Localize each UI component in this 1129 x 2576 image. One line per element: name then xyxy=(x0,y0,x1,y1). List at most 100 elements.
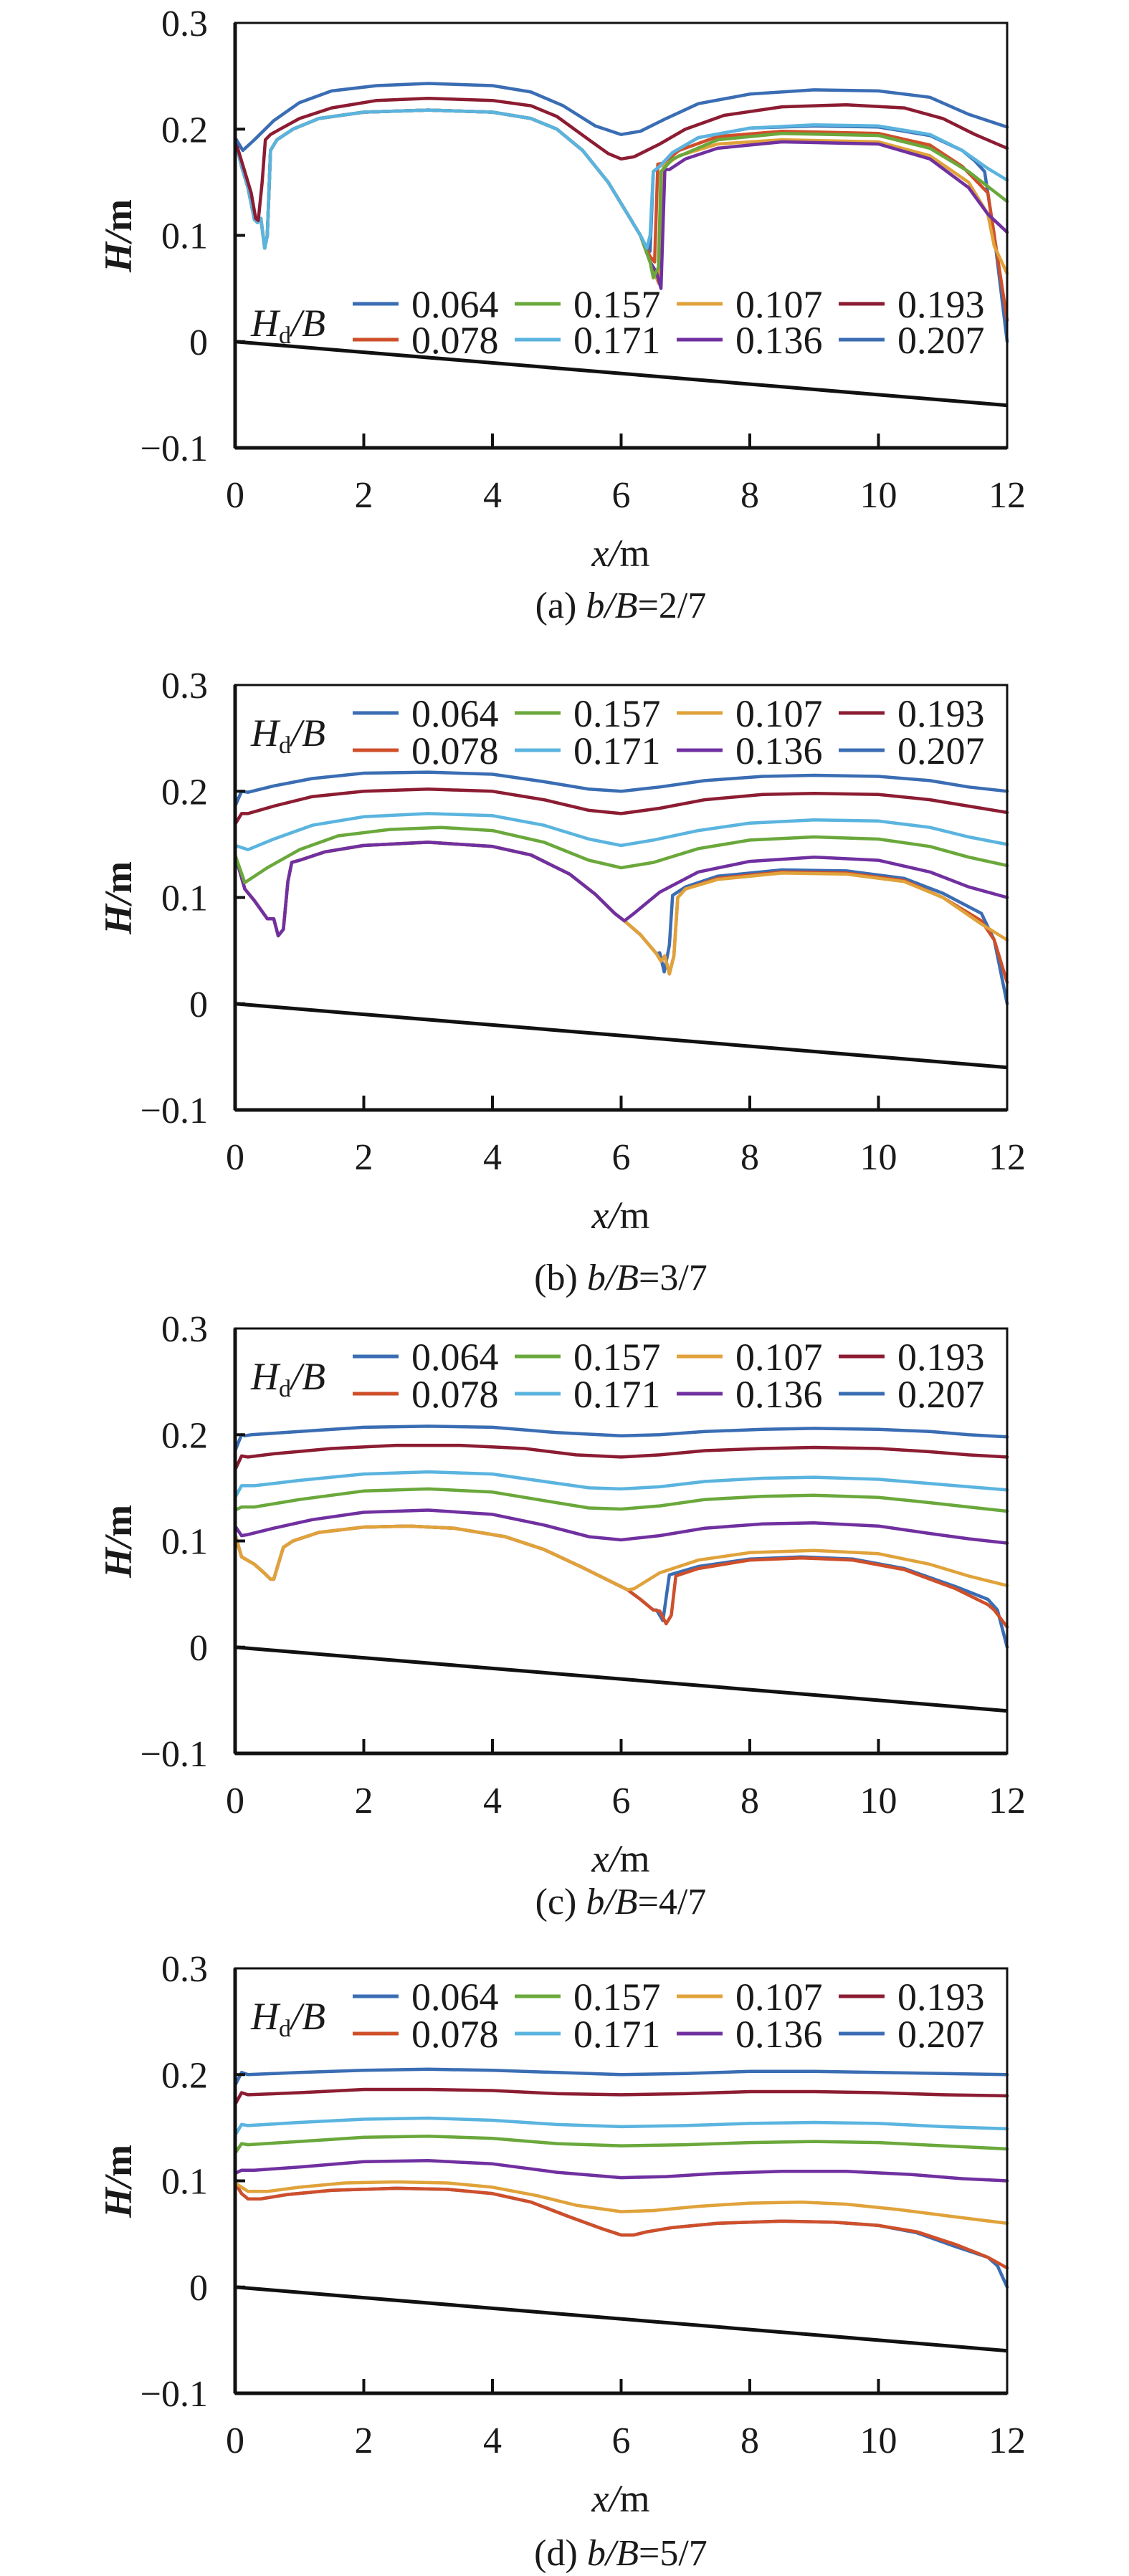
legend-label-0.207: 0.207 xyxy=(897,729,985,772)
legend: Hd/B 0.064 0.157 0.107 0.193 0.078 0.171 0.136 0… xyxy=(250,692,985,772)
legend-label-0.171: 0.171 xyxy=(573,2013,661,2056)
series-line-0.136 xyxy=(233,1508,1009,1545)
series-line-0.171 xyxy=(233,108,1009,250)
legend-title: Hd/B xyxy=(250,302,325,349)
x-tick-label: 4 xyxy=(483,1781,502,1821)
y-tick-label: 0.3 xyxy=(161,666,208,707)
legend-title-sub: d xyxy=(279,1376,291,1402)
x-tick-label: 8 xyxy=(740,1137,759,1178)
legend-label-0.078: 0.078 xyxy=(411,319,499,362)
y-tick-label: 0.1 xyxy=(161,216,208,257)
caption-value: =2/7 xyxy=(638,585,707,626)
series-line-0.157 xyxy=(233,1487,1009,1513)
x-tick-label: 0 xyxy=(226,475,244,516)
y-tick-label: 0.2 xyxy=(161,2055,208,2096)
x-tick-label: 0 xyxy=(226,1137,244,1178)
series-line-0.157 xyxy=(233,2134,1009,2155)
panel-a: 0.3 0.2 0.1 0 −0.1 0 2 4 6 8 10 12 (a) b/B=2/7 Hd/B 0.… xyxy=(140,4,1026,626)
y-tick-label: 0.3 xyxy=(161,1309,208,1350)
y-tick-label: 0 xyxy=(189,322,208,363)
panel-d: 0.3 0.2 0.1 0 −0.1 0 2 4 6 8 10 12 (d) b/B=5/7 Hd/B 0.… xyxy=(140,1949,1026,2574)
legend-title-rest: /B xyxy=(289,1995,325,2038)
series-line-0.078 xyxy=(233,2181,1009,2270)
x-axis-label: x/m xyxy=(591,2477,650,2520)
legend-label-0.136: 0.136 xyxy=(735,729,823,772)
legend-title-sub: d xyxy=(279,2016,291,2042)
series-line-0.157 xyxy=(233,825,1009,884)
x-tick-label: 8 xyxy=(740,2421,759,2461)
x-axis-label: x/m xyxy=(591,1837,650,1880)
x-tick-label: 2 xyxy=(355,1781,373,1821)
channel-bed-line xyxy=(234,1645,1008,1713)
series-line-0.171 xyxy=(233,812,1009,852)
caption-label: (a) xyxy=(535,585,586,626)
x-tick-label: 6 xyxy=(612,1137,631,1178)
y-tick-label: 0.1 xyxy=(161,1522,208,1563)
legend-title-rest: /B xyxy=(289,1355,325,1398)
legend-title: Hd/B xyxy=(250,1355,325,1402)
panel-caption: (a) b/B=2/7 xyxy=(535,585,707,626)
caption-label: (b) xyxy=(534,1258,587,1298)
panel-c: 0.3 0.2 0.1 0 −0.1 0 2 4 6 8 10 12 (c) b/B=4/7 Hd/B 0.… xyxy=(140,1309,1026,1923)
caption-var: b/B xyxy=(586,585,637,626)
legend-label-0.193: 0.193 xyxy=(897,283,985,326)
channel-bed-line xyxy=(234,2285,1008,2353)
x-tick-label: 12 xyxy=(989,1137,1026,1178)
legend-label-0.193: 0.193 xyxy=(897,1336,985,1379)
legend-label-0.064: 0.064 xyxy=(411,692,499,735)
legend-label-0.078: 0.078 xyxy=(411,2013,499,2056)
x-tick-label: 6 xyxy=(612,2421,631,2461)
y-tick-label: 0 xyxy=(189,2268,208,2309)
panel-b: 0.3 0.2 0.1 0 −0.1 0 2 4 6 8 10 12 (b) b/B=3/7 Hd/B 0.… xyxy=(140,666,1026,1298)
legend-label-0.107: 0.107 xyxy=(735,1976,823,2019)
y-tick-label: 0.1 xyxy=(161,2162,208,2203)
legend-label-0.136: 0.136 xyxy=(735,1373,823,1416)
legend-title-var: H xyxy=(250,302,281,345)
x-tick-label: 2 xyxy=(355,2421,373,2461)
legend-label-0.107: 0.107 xyxy=(735,692,823,735)
legend-label-0.078: 0.078 xyxy=(411,729,499,772)
legend-label-0.157: 0.157 xyxy=(573,692,661,735)
panel-caption: (b) b/B=3/7 xyxy=(534,1258,708,1298)
y-tick-label: 0 xyxy=(189,1628,208,1669)
legend-label-0.207: 0.207 xyxy=(897,2013,985,2056)
legend-label-0.171: 0.171 xyxy=(573,1373,661,1416)
caption-var: b/B xyxy=(587,1258,639,1298)
x-tick-label: 10 xyxy=(860,1137,897,1178)
y-tick-label: −0.1 xyxy=(140,2374,208,2415)
caption-var: b/B xyxy=(587,2533,639,2574)
y-tick-label: 0.2 xyxy=(161,110,208,150)
caption-var: b/B xyxy=(586,1882,637,1923)
legend: Hd/B 0.064 0.157 0.107 0.193 0.078 0.171 0.136 0… xyxy=(250,283,985,362)
legend-label-0.107: 0.107 xyxy=(735,283,823,326)
series-line-0.193 xyxy=(233,787,1009,826)
legend-title: Hd/B xyxy=(250,1995,325,2042)
x-tick-label: 10 xyxy=(860,2421,897,2461)
legend-label-0.064: 0.064 xyxy=(411,1336,499,1379)
legend-title-var: H xyxy=(250,1995,281,2038)
y-tick-label: 0.2 xyxy=(161,1415,208,1456)
legend-label-0.157: 0.157 xyxy=(573,1976,661,2019)
legend-label-0.207: 0.207 xyxy=(897,319,985,362)
x-tick-label: 10 xyxy=(860,1781,897,1821)
caption-value: =3/7 xyxy=(639,1258,708,1298)
y-tick-label: 0.1 xyxy=(161,878,208,919)
legend-label-0.064: 0.064 xyxy=(411,1976,499,2019)
series-line-0.207 xyxy=(233,1425,1009,1452)
series-line-0.193 xyxy=(233,2087,1009,2107)
series-line-0.207 xyxy=(233,770,1009,808)
y-tick-label: −0.1 xyxy=(140,1091,208,1131)
y-tick-label: 0.2 xyxy=(161,772,208,813)
x-axis-label: x/m xyxy=(591,1194,650,1237)
legend-label-0.207: 0.207 xyxy=(897,1373,985,1416)
x-tick-label: 4 xyxy=(483,2421,502,2461)
y-tick-label: 0 xyxy=(189,985,208,1025)
x-tick-label: 0 xyxy=(226,1781,244,1821)
x-tick-label: 8 xyxy=(740,1781,759,1821)
x-tick-label: 10 xyxy=(860,475,897,516)
legend-title-rest: /B xyxy=(289,302,325,345)
series-line-0.171 xyxy=(233,2116,1009,2137)
legend: Hd/B 0.064 0.157 0.107 0.193 0.078 0.171 0.136 0… xyxy=(250,1336,985,1416)
series-line-0.107 xyxy=(233,1524,1009,1591)
